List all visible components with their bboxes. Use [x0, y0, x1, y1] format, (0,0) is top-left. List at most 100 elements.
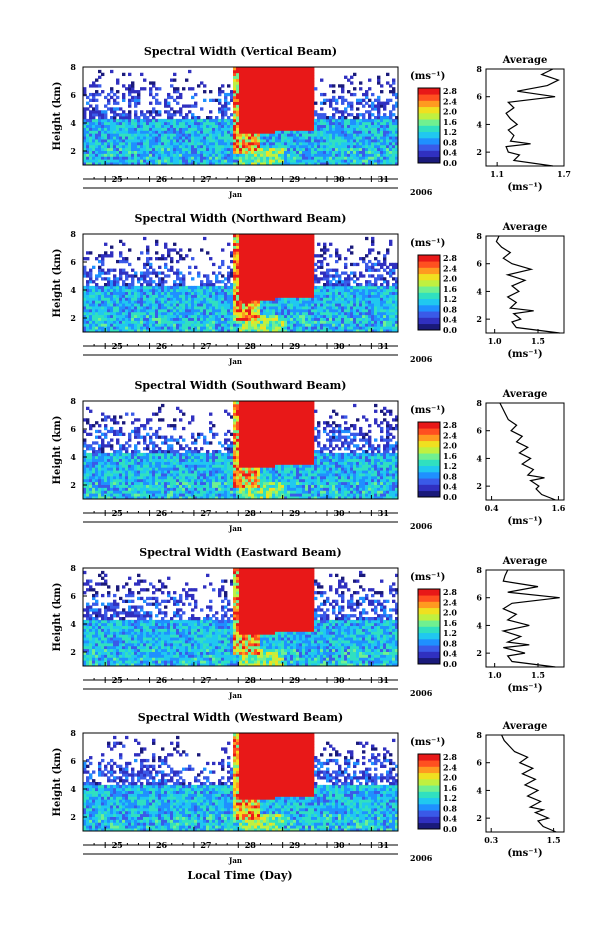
heatmap-cell: [233, 84, 237, 88]
heatmap-cell: [167, 156, 171, 160]
heatmap-cell: [89, 150, 93, 154]
heatmap-cell: [272, 297, 276, 301]
heatmap-cell: [110, 320, 114, 324]
heatmap-cell: [293, 147, 297, 151]
heatmap-cell: [152, 268, 156, 272]
panel-2: Spectral Width (Northward Beam)2468Heigh…: [52, 212, 565, 366]
heatmap-cell: [200, 133, 204, 137]
heatmap-cell: [338, 314, 342, 318]
heatmap-cell: [182, 136, 186, 140]
heatmap-cell: [179, 127, 183, 131]
heatmap-cell: [290, 254, 294, 258]
heatmap-cell: [206, 308, 210, 313]
heatmap-cell: [149, 326, 153, 330]
heatmap-cell: [116, 118, 120, 123]
heatmap-cell: [92, 314, 96, 318]
heatmap-cell: [305, 121, 309, 126]
heatmap-cell: [329, 268, 333, 272]
heatmap-cell: [395, 101, 399, 105]
heatmap-cell: [347, 314, 351, 318]
heatmap-cell: [392, 136, 396, 140]
heatmap-cell: [308, 121, 312, 126]
heatmap-cell: [179, 95, 183, 100]
heatmap-cell: [269, 116, 273, 120]
heatmap-cell: [329, 121, 333, 126]
heatmap-cell: [254, 259, 258, 264]
heatmap-cell: [344, 162, 348, 166]
heatmap-cell: [329, 139, 333, 143]
heatmap-cell: [278, 277, 282, 281]
heatmap-cell: [110, 159, 114, 163]
heatmap-cell: [362, 288, 366, 293]
heatmap-cell: [167, 308, 171, 313]
heatmap-cell: [293, 101, 297, 105]
heatmap-cell: [167, 311, 171, 316]
heatmap-cell: [101, 294, 105, 298]
heatmap-cell: [239, 271, 243, 275]
heatmap-cell: [101, 291, 105, 295]
heatmap-cell: [167, 254, 171, 258]
heatmap-cell: [128, 288, 132, 293]
heatmap-cell: [122, 84, 126, 88]
heatmap-cell: [125, 291, 129, 295]
heatmap-cell: [296, 81, 300, 85]
heatmap-cell: [203, 323, 207, 327]
heatmap-cell: [131, 127, 135, 131]
heatmap-cell: [260, 81, 264, 85]
heatmap-cell: [149, 147, 153, 151]
heatmap-cell: [191, 144, 195, 149]
heatmap-cell: [326, 262, 330, 267]
heatmap-cell: [230, 90, 234, 94]
heatmap-cell: [278, 274, 282, 278]
heatmap-cell: [326, 274, 330, 278]
heatmap-cell: [176, 259, 180, 264]
heatmap-cell: [296, 245, 300, 249]
heatmap-cell: [92, 297, 96, 301]
heatmap-cell: [242, 124, 246, 128]
heatmap-cell: [296, 107, 300, 111]
heatmap-cell: [209, 121, 213, 126]
heatmap-cell: [332, 124, 336, 128]
heatmap-cell: [218, 265, 222, 269]
heatmap-cell: [191, 141, 195, 146]
heatmap-cell: [200, 121, 204, 126]
heatmap-cell: [302, 92, 306, 97]
heatmap-cell: [203, 283, 207, 287]
heatmap-cell: [308, 124, 312, 128]
heatmap-cell: [326, 311, 330, 316]
heatmap-cell: [254, 300, 258, 304]
heatmap-cell: [275, 104, 279, 108]
heatmap-cell: [332, 317, 336, 321]
heatmap-cell: [344, 121, 348, 126]
heatmap-cell: [362, 317, 366, 321]
heatmap-cell: [296, 110, 300, 114]
heatmap-cell: [197, 323, 201, 327]
heatmap-cell: [266, 159, 270, 163]
heatmap-cell: [389, 150, 393, 154]
heatmap-cell: [263, 162, 267, 166]
heatmap-cell: [395, 162, 399, 166]
heatmap-cell: [311, 271, 315, 275]
heatmap-cell: [116, 306, 120, 310]
heatmap-cell: [194, 133, 198, 137]
heatmap-cell: [176, 110, 180, 114]
heatmap-cell: [161, 136, 165, 140]
heatmap-cell: [356, 329, 360, 333]
heatmap-cell: [296, 265, 300, 269]
heatmap-cell: [230, 98, 234, 102]
heatmap-cell: [194, 118, 198, 123]
heatmap-cell: [251, 274, 255, 278]
heatmap-cell: [236, 98, 240, 102]
heatmap-cell: [98, 153, 102, 157]
heatmap-cell: [251, 81, 255, 85]
heatmap-cell: [242, 136, 246, 140]
heatmap-cell: [263, 141, 267, 146]
heatmap-cell: [209, 294, 213, 298]
heatmap-cell: [341, 98, 345, 102]
heatmap-cell: [182, 121, 186, 126]
heatmap-cell: [149, 127, 153, 131]
heatmap-cell: [284, 265, 288, 269]
heatmap-cell: [110, 314, 114, 318]
heatmap-cell: [266, 308, 270, 313]
heatmap-cell: [320, 144, 324, 149]
